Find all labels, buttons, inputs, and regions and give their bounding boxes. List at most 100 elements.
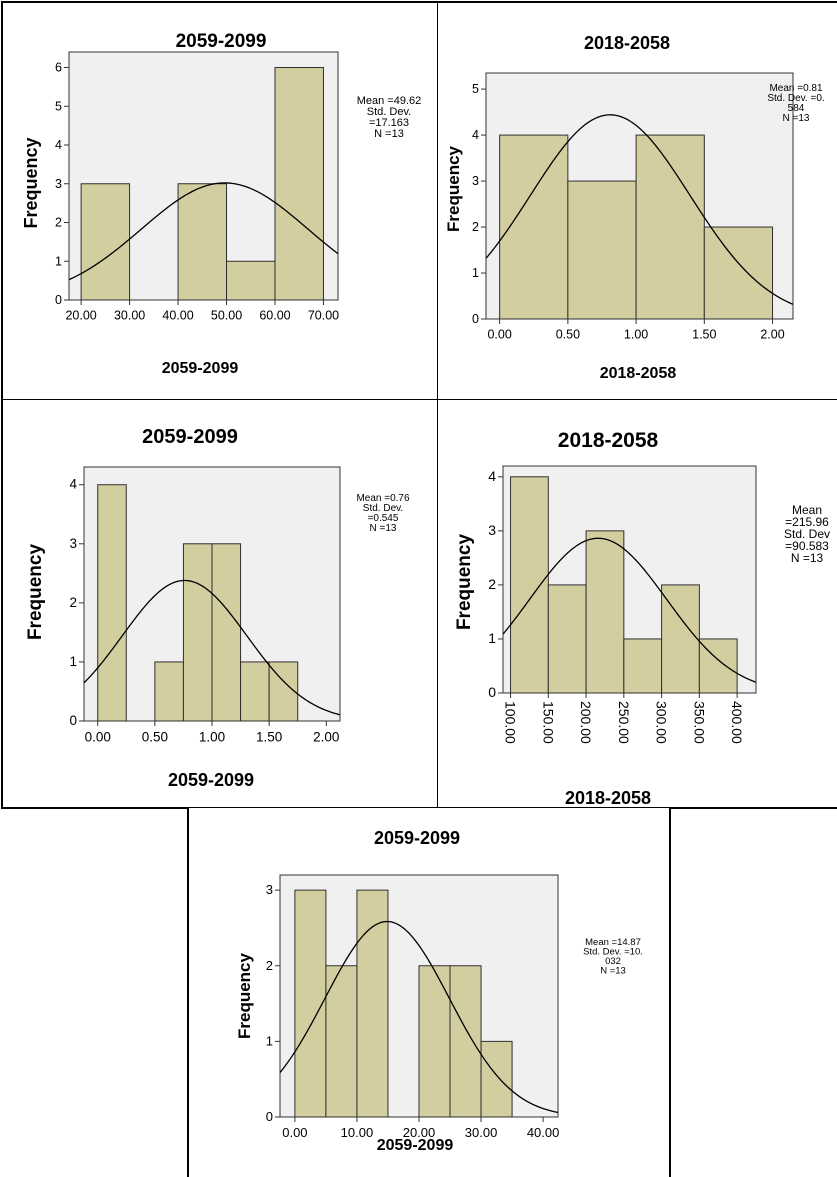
y-axis-label: Frequency: [454, 534, 475, 631]
chart-title: 2059-2099: [374, 828, 460, 848]
stats-line: =0.545: [368, 513, 399, 524]
stats-line: N =13: [600, 966, 626, 977]
y-tick-label: 0: [55, 293, 62, 307]
y-tick-label: 3: [472, 174, 479, 188]
x-tick-label: 1.50: [256, 730, 282, 745]
x-tick-label: 60.00: [259, 309, 290, 323]
x-tick-label: 2.00: [760, 328, 784, 342]
x-tick-label: 20.00: [65, 309, 96, 323]
y-axis-label: Frequency: [21, 137, 41, 228]
histogram-bar: [211, 543, 242, 722]
stats-line: Std. Dev.: [367, 106, 411, 118]
y-tick-label: 3: [488, 522, 496, 538]
histogram-bar: [547, 584, 587, 694]
y-axis-label: Frequency: [235, 952, 254, 1039]
stats-line: Std. Dev: [784, 527, 830, 541]
x-tick-label: 1.00: [199, 730, 225, 745]
histogram-bar: [80, 183, 131, 301]
y-tick-label: 4: [69, 477, 77, 492]
stats-line: =17.163: [369, 117, 409, 129]
histogram-bar: [268, 661, 299, 722]
x-axis-label: 2059-2099: [168, 770, 254, 790]
y-axis-label: Frequency: [25, 544, 46, 641]
normal-curve: [280, 920, 558, 1114]
stats-line: 584: [788, 103, 805, 114]
y-tick-label: 2: [55, 216, 62, 230]
histogram-panel-3: 0 1 2 3 4 0.00 0.50 1.00 1.50 2.00 2059-2099 2059-2…: [1, 399, 438, 809]
stats-legend: Mean =0.81 Std. Dev. =0. 584 N =13: [767, 83, 824, 124]
histogram-bar: [499, 134, 569, 320]
y-tick-label: 2: [488, 576, 496, 592]
stats-line: Mean: [792, 503, 822, 517]
histogram-bar: [567, 180, 637, 320]
histogram-svg: 0 1 2 3 4 5 0.00 0.50 1.00 1.50 2.00 2018-2058 2018-…: [444, 33, 825, 382]
y-tick-label: 2: [69, 595, 77, 610]
x-axis-label: 2059-2099: [377, 1137, 454, 1154]
x-axis-label: 2018-2058: [565, 788, 651, 807]
histogram-svg: 0 1 2 3 4 5 6 20.00 30.00 40.00 50.00 60.00 70.00 205…: [21, 31, 422, 377]
stats-line: N =13: [783, 113, 810, 124]
y-tick-label: 1: [69, 654, 77, 669]
stats-legend: Mean =215.96 Std. Dev =90.583 N =13: [784, 503, 830, 565]
stats-line: N =13: [374, 128, 404, 140]
normal-curve: [486, 114, 793, 305]
chart-title: 2018-2058: [558, 429, 659, 452]
x-tick-label: 40.00: [162, 309, 193, 323]
stats-line: =215.96: [785, 515, 829, 529]
x-tick-label: 250.00: [616, 701, 632, 744]
normal-curve: [84, 579, 340, 716]
stats-legend: Mean =49.62 Std. Dev. =17.163 N =13: [357, 95, 422, 140]
x-tick-label: 30.00: [465, 1125, 498, 1140]
histogram-panel-2: 0 1 2 3 4 5 0.00 0.50 1.00 1.50 2.00 2018-2058 2018-…: [437, 1, 837, 401]
x-tick-label: 300.00: [654, 701, 670, 744]
histogram-bar: [182, 543, 213, 722]
x-tick-label: 0.50: [142, 730, 168, 745]
stats-legend: Mean =14.87 Std. Dev. =10. 032 N =13: [583, 937, 643, 977]
x-tick-label: 150.00: [540, 701, 556, 744]
x-tick-label: 1.50: [692, 328, 716, 342]
stats-line: Std. Dev. =0.: [767, 93, 824, 104]
y-tick-label: 0: [472, 312, 479, 326]
y-tick-label: 1: [488, 630, 496, 646]
stats-line: Mean =14.87: [585, 937, 641, 948]
y-tick-label: 3: [55, 177, 62, 191]
histogram-svg: 0 1 2 3 4 100.00 150.00 200.00 250.00 300.00 350.0…: [454, 429, 830, 807]
normal-curve: [503, 537, 756, 683]
x-tick-label: 30.00: [114, 309, 145, 323]
x-tick-label: 70.00: [308, 309, 339, 323]
histogram-bar: [635, 134, 705, 320]
histogram-panel-1: 0 1 2 3 4 5 6 20.00 30.00 40.00 50.00 60.00 70.00 205…: [1, 1, 438, 401]
y-tick-label: 1: [266, 1033, 273, 1048]
histogram-bar: [703, 226, 774, 320]
y-tick-label: 3: [69, 536, 77, 551]
normal-curve: [69, 182, 338, 281]
stats-line: N =13: [370, 523, 397, 534]
histogram-bar: [480, 1040, 513, 1118]
y-tick-label: 1: [55, 254, 62, 268]
y-tick-label: 6: [55, 61, 62, 75]
stats-line: Mean =49.62: [357, 95, 422, 107]
stats-line: Std. Dev. =10.: [583, 947, 643, 958]
stats-line: 032: [605, 956, 621, 967]
y-tick-label: 1: [472, 266, 479, 280]
y-tick-label: 5: [55, 99, 62, 113]
y-tick-label: 2: [472, 220, 479, 234]
stats-line: =90.583: [785, 539, 829, 553]
x-axis-label: 2018-2058: [600, 365, 677, 382]
chart-title: 2059-2099: [142, 426, 238, 448]
x-tick-label: 50.00: [211, 309, 242, 323]
histogram-bar: [585, 530, 625, 694]
x-tick-label: 10.00: [341, 1125, 374, 1140]
y-tick-label: 4: [55, 138, 62, 152]
histogram-bar: [418, 965, 451, 1118]
stats-legend: Mean =0.76 Std. Dev. =0.545 N =13: [356, 493, 410, 534]
histogram-bar: [356, 889, 389, 1118]
stats-line: N =13: [791, 551, 824, 565]
histogram-panel-5: 0 1 2 3 0.00 10.00 20.00 30.00 40.00 2059-2099 205…: [187, 808, 671, 1177]
histogram-svg: 0 1 2 3 4 0.00 0.50 1.00 1.50 2.00 2059-2099 2059-2…: [25, 426, 410, 790]
y-tick-label: 2: [266, 958, 273, 973]
x-tick-label: 350.00: [691, 701, 707, 744]
y-tick-label: 4: [488, 468, 496, 484]
x-tick-label: 20.00: [403, 1125, 436, 1140]
